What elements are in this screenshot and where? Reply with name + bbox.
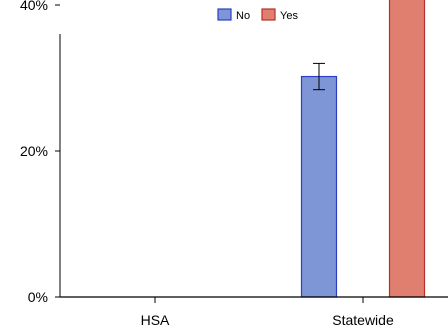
legend-label: Yes <box>280 10 298 22</box>
y-axis: 0%20%40%60% <box>20 0 61 305</box>
y-tick-label: 40% <box>20 0 48 13</box>
legend-item-yes: Yes <box>261 8 298 22</box>
legend-item-no: No <box>217 8 250 22</box>
x-category-label: Statewide <box>332 312 394 328</box>
bar-no-statewide <box>300 75 338 298</box>
y-tick-label: 0% <box>28 289 48 305</box>
x-axis: HSA Statewide <box>60 296 448 328</box>
error-bar <box>313 62 325 91</box>
legend-swatch <box>261 8 276 21</box>
legend-swatch <box>217 8 232 21</box>
y-tick-label: 20% <box>20 143 48 159</box>
bar-yes-statewide <box>388 0 426 298</box>
legend: No Yes <box>217 8 298 22</box>
legend-label: No <box>236 10 250 22</box>
bars <box>300 0 426 298</box>
x-category-label: HSA <box>141 312 170 328</box>
